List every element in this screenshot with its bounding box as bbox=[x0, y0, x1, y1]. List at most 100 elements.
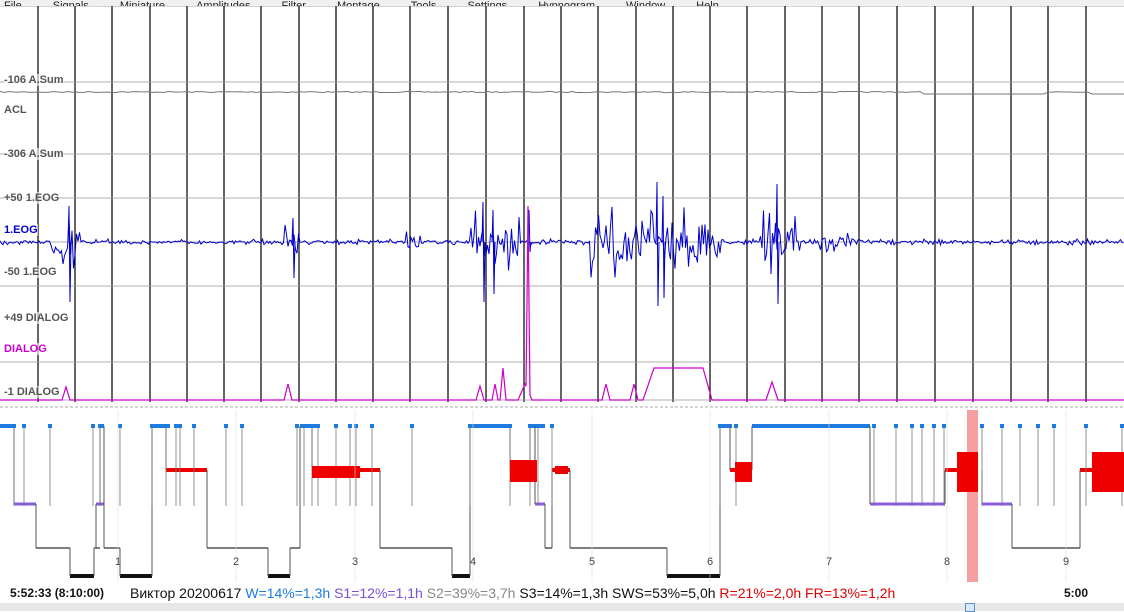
hour-label-6: 6 bbox=[707, 556, 713, 568]
hypno-wake-tick bbox=[118, 424, 122, 428]
menu-miniature[interactable]: Miniature bbox=[119, 0, 166, 7]
hypno-wake-tick bbox=[468, 424, 472, 428]
asum-upper-label: -106 A.Sum bbox=[4, 74, 64, 86]
hypno-wake-tick bbox=[942, 424, 946, 428]
hypno-rem-block bbox=[510, 460, 537, 482]
hypno-s3 bbox=[70, 574, 94, 578]
eog-spike bbox=[661, 195, 666, 299]
hypno-wake-tick bbox=[240, 424, 244, 428]
hypno-wake-tick bbox=[348, 424, 352, 428]
hypno-wake-tick bbox=[192, 424, 196, 428]
hour-label-9: 9 bbox=[1063, 556, 1069, 568]
dialog-upper-label: +49 DIALOG bbox=[4, 312, 69, 324]
menu-file[interactable]: File bbox=[4, 0, 22, 7]
hypno-s2 bbox=[36, 547, 70, 549]
hypno-wake-tick bbox=[98, 424, 102, 428]
hypno-s2 bbox=[545, 547, 552, 549]
hypno-wake-tick bbox=[980, 424, 984, 428]
menu-settings[interactable]: Settings bbox=[467, 0, 508, 7]
hypno-s2 bbox=[104, 547, 120, 549]
hypno-rem-block bbox=[330, 466, 360, 478]
acl-channel-label[interactable]: ACL bbox=[4, 104, 27, 116]
hour-label-1: 1 bbox=[115, 556, 121, 568]
hypno-wake-tick bbox=[174, 424, 178, 428]
hypno-wake-tick bbox=[894, 424, 898, 428]
menu-signals[interactable]: Signals bbox=[52, 0, 89, 7]
hypno-wake bbox=[752, 424, 870, 428]
eog-spike bbox=[775, 183, 780, 305]
hypno-wake-tick bbox=[1052, 424, 1056, 428]
horizontal-scrollbar[interactable] bbox=[0, 603, 1124, 612]
hypno-rem-block bbox=[1092, 452, 1124, 492]
menu-filter[interactable]: Filter bbox=[281, 0, 306, 7]
hypno-wake-tick bbox=[310, 424, 314, 428]
hypno-wake-tick bbox=[295, 424, 299, 428]
hypno-s2 bbox=[380, 547, 452, 549]
menu-montage[interactable]: Montage bbox=[336, 0, 380, 7]
stat-s3: S3=14%=1,3h bbox=[519, 585, 609, 601]
hypno-wake-tick bbox=[932, 424, 936, 428]
hypno-s1 bbox=[870, 502, 945, 506]
status-bar: 5:52:33 (8:10:00) Виктор 20200617 W=14%=… bbox=[0, 583, 1124, 603]
menu-tools[interactable]: Tools bbox=[410, 0, 437, 7]
hypno-rem-block bbox=[735, 462, 752, 482]
hypno-s2 bbox=[94, 547, 100, 549]
eog-channel-label[interactable]: 1.EOG bbox=[4, 224, 38, 236]
hypno-wake bbox=[720, 424, 732, 428]
hypno-wake-tick bbox=[1018, 424, 1022, 428]
hypno-wake-tick bbox=[354, 424, 358, 428]
hypno-wake-tick bbox=[1120, 424, 1124, 428]
hypno-wake-tick bbox=[910, 424, 914, 428]
hypno-wake-tick bbox=[872, 424, 876, 428]
hour-label-5: 5 bbox=[589, 556, 595, 568]
eog-spike bbox=[481, 201, 486, 303]
signal-panel[interactable]: -106 A.Sum ACL -306 A.Sum +50 1.EOG 1.EO… bbox=[0, 6, 1124, 410]
stat-sws: SWS=53%=5,0h bbox=[612, 585, 716, 601]
menu-hypnogram[interactable]: Hypnogram bbox=[538, 0, 596, 7]
hypno-wake-tick bbox=[536, 424, 540, 428]
hypno-wake bbox=[300, 424, 318, 428]
acl-trace bbox=[0, 90, 1124, 95]
stat-rem: R=21%=2,0h bbox=[719, 585, 802, 601]
hypnogram-panel[interactable]: 1 2 3 4 5 6 7 8 9 bbox=[0, 410, 1124, 582]
hypno-s3 bbox=[120, 574, 152, 578]
hypno-s1 bbox=[535, 502, 545, 506]
status-end-time: 5:00 bbox=[1064, 586, 1089, 600]
hypno-rem bbox=[166, 468, 207, 472]
hour-label-8: 8 bbox=[944, 556, 950, 568]
hypno-s3 bbox=[667, 574, 720, 578]
hypno-wake-tick bbox=[48, 424, 52, 428]
dialog-channel-label[interactable]: DIALOG bbox=[4, 343, 47, 355]
hypno-s2 bbox=[570, 547, 667, 549]
stat-wake: W=14%=1,3h bbox=[245, 585, 331, 601]
hypno-s2 bbox=[1012, 547, 1080, 549]
menu-window[interactable]: Window bbox=[626, 0, 666, 7]
hypno-wake-tick bbox=[1084, 424, 1088, 428]
stat-s2: S2=39%=3,7h bbox=[426, 585, 516, 601]
hypno-wake-tick bbox=[550, 424, 554, 428]
dialog-trace bbox=[0, 205, 1124, 401]
hypno-wake-tick bbox=[334, 424, 338, 428]
eog-upper-label: +50 1.EOG bbox=[4, 192, 60, 204]
hour-label-7: 7 bbox=[826, 556, 832, 568]
status-time: 5:52:33 (8:10:00) bbox=[10, 586, 105, 600]
stat-s1: S1=12%=1,1h bbox=[334, 585, 423, 601]
hypno-s2 bbox=[290, 547, 300, 549]
hypno-s3 bbox=[268, 574, 290, 578]
hypno-s1 bbox=[14, 502, 36, 506]
hypno-rem-block bbox=[957, 452, 978, 492]
menu-help[interactable]: Help bbox=[696, 0, 719, 7]
eog-lower-label: -50 1.EOG bbox=[4, 266, 57, 278]
hypno-wake-tick bbox=[164, 424, 168, 428]
hour-label-3: 3 bbox=[352, 556, 358, 568]
hypno-wake bbox=[470, 424, 512, 428]
hypno-wake-tick bbox=[1036, 424, 1040, 428]
menu-bar: File Signals Miniature Amplitudes Filter Mont… bbox=[0, 0, 1124, 7]
hypno-wake-tick bbox=[528, 424, 532, 428]
hour-label-4: 4 bbox=[470, 556, 476, 568]
hypno-wake bbox=[152, 424, 170, 428]
hypnogram: 1 2 3 4 5 6 7 8 9 bbox=[0, 410, 1124, 582]
hypno-rem-block bbox=[555, 466, 568, 474]
hypno-s1 bbox=[982, 502, 1012, 506]
menu-amplitudes[interactable]: Amplitudes bbox=[196, 0, 251, 7]
